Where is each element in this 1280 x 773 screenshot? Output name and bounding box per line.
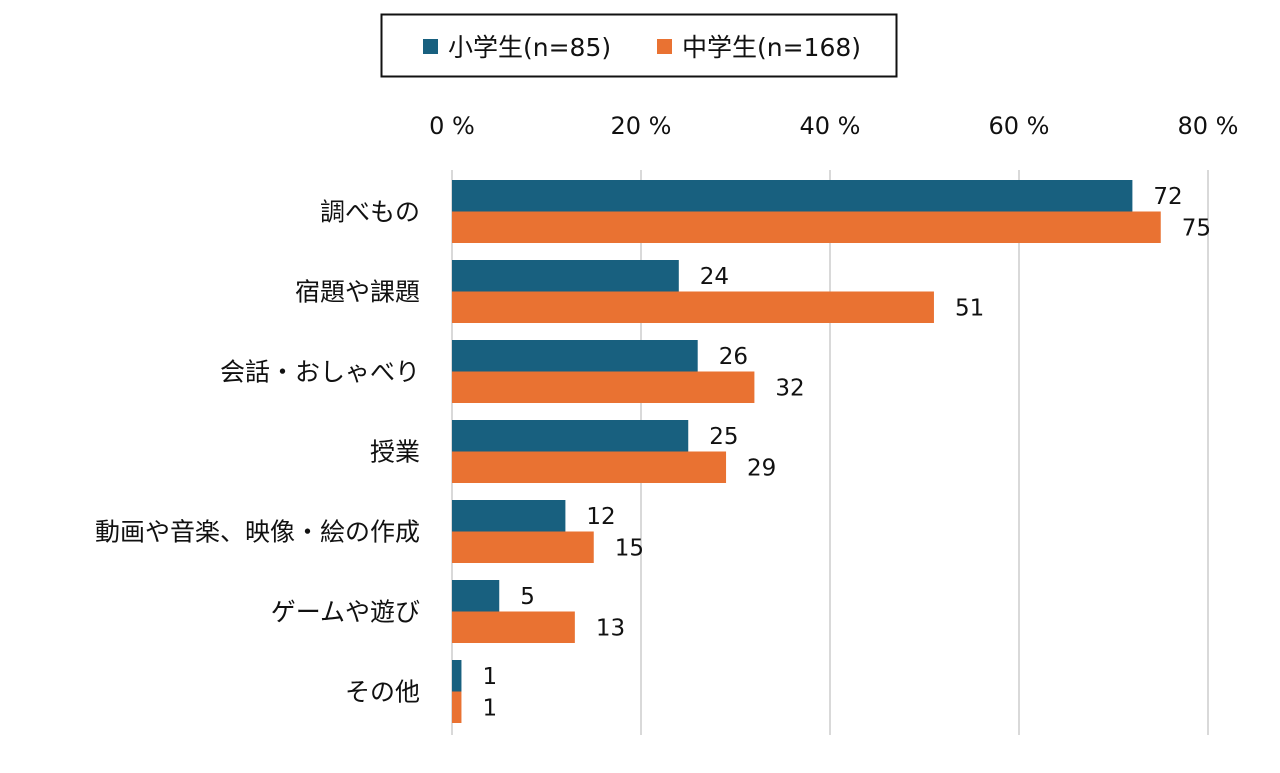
bar-elementary [452,500,566,532]
data-label: 1 [482,695,497,721]
bar-elementary [452,340,698,372]
bar-junior-high [452,291,934,323]
bar-elementary [452,180,1133,212]
bar-elementary [452,660,462,692]
data-label: 75 [1182,215,1211,241]
x-tick-labels: 0 % 20 % 40 % 60 % 80 % [429,112,1238,140]
bar-junior-high [452,451,727,483]
bar-elementary [452,420,689,452]
bar-junior-high [452,211,1161,243]
bars [452,180,1161,723]
data-label: 1 [482,664,497,690]
x-tick-label: 40 % [800,112,861,140]
category-label: 調べもの [320,198,420,227]
bar-junior-high [452,691,462,723]
bar-junior-high [452,611,575,643]
category-label: 会話・おしゃべり [220,358,420,387]
legend-label: 小学生(n=85) [448,33,611,62]
category-label: ゲームや遊び [271,598,420,627]
data-label: 5 [520,584,535,610]
data-label: 24 [700,264,729,290]
bar-elementary [452,580,500,612]
legend-box [380,13,898,78]
legend-swatch [423,39,438,54]
bar-elementary [452,260,679,292]
data-label: 13 [596,615,625,641]
data-label: 26 [719,344,748,370]
legend-swatch [657,39,672,54]
data-label: 29 [747,455,776,481]
data-label: 72 [1153,184,1182,210]
data-label: 51 [955,295,984,321]
bar-junior-high [452,371,755,403]
x-tick-label: 0 % [429,112,475,140]
x-tick-label: 60 % [989,112,1050,140]
category-label: 動画や音楽、映像・絵の作成 [95,518,420,547]
bar-junior-high [452,531,594,563]
x-tick-label: 20 % [611,112,672,140]
category-label: その他 [345,678,420,707]
data-label: 15 [615,535,644,561]
category-labels: 調べもの宿題や課題会話・おしゃべり授業動画や音楽、映像・絵の作成ゲームや遊びその… [95,198,420,707]
x-tick-label: 80 % [1178,112,1239,140]
data-label: 12 [586,504,615,530]
category-label: 宿題や課題 [295,278,420,307]
legend-label: 中学生(n=168) [682,33,861,62]
category-label: 授業 [370,438,420,467]
data-label: 25 [709,424,738,450]
legend: 小学生(n=85) 中学生(n=168) [380,13,898,78]
data-label: 32 [775,375,804,401]
